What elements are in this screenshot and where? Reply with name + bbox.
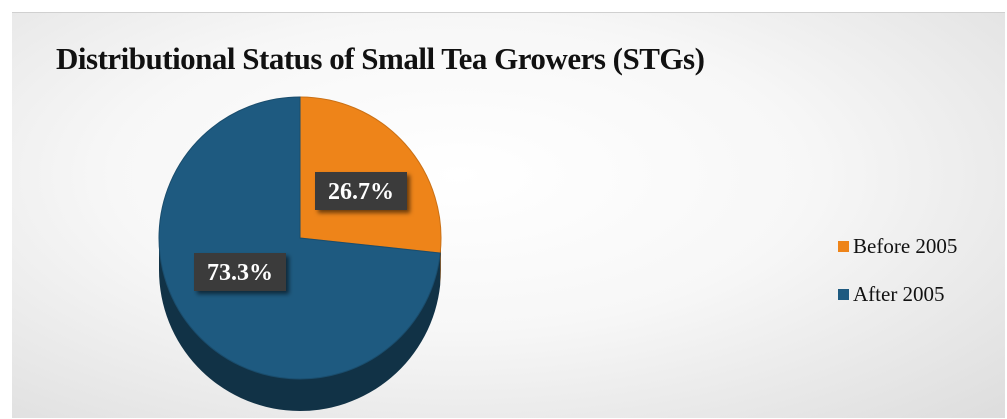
- slice-side-after-2005: [159, 238, 441, 411]
- legend: Before 2005 After 2005: [838, 234, 957, 330]
- pie-chart: 26.7% 73.3%: [158, 96, 442, 411]
- slice-after-2005: [158, 96, 441, 380]
- chart-title: Distributional Status of Small Tea Growe…: [56, 41, 705, 76]
- legend-label: After 2005: [853, 282, 945, 306]
- pie-slices: [158, 96, 442, 380]
- legend-label: Before 2005: [853, 234, 958, 258]
- legend-item-before-2005: Before 2005: [838, 234, 957, 259]
- legend-swatch: [838, 241, 849, 252]
- chart-area: Distributional Status of Small Tea Growe…: [12, 12, 1005, 418]
- legend-item-after-2005: After 2005: [838, 282, 957, 307]
- data-label-after-2005: 73.3%: [194, 253, 286, 291]
- data-label-text: 26.7%: [328, 179, 394, 205]
- data-label-text: 73.3%: [207, 260, 273, 286]
- legend-swatch: [838, 289, 849, 300]
- data-label-before-2005: 26.7%: [315, 172, 407, 210]
- pie-data-labels: 26.7% 73.3%: [194, 172, 407, 291]
